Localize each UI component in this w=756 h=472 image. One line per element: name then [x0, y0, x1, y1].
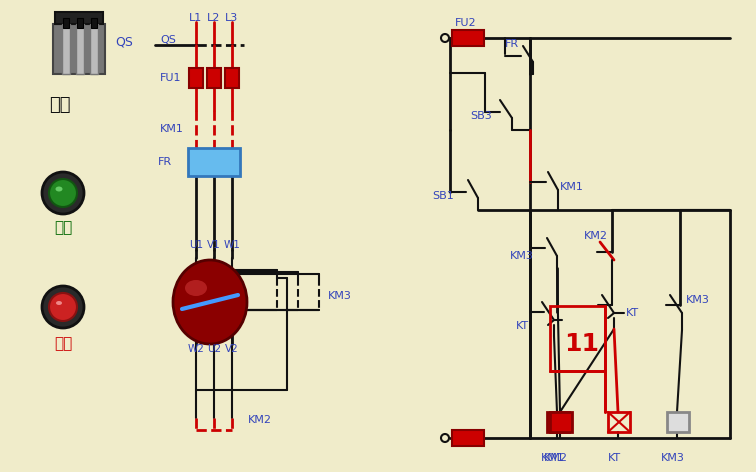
Bar — [76, 24, 84, 74]
Ellipse shape — [55, 186, 63, 192]
Text: FR: FR — [158, 157, 172, 167]
Bar — [608, 412, 630, 432]
Bar — [550, 306, 605, 371]
Text: KT: KT — [516, 321, 529, 331]
Text: 11: 11 — [565, 332, 600, 356]
Text: FU1: FU1 — [160, 73, 181, 83]
Ellipse shape — [185, 280, 207, 296]
Circle shape — [49, 179, 77, 207]
Text: KM3: KM3 — [686, 295, 710, 305]
Bar — [53, 24, 105, 74]
Bar — [667, 412, 689, 432]
Text: L2: L2 — [207, 13, 221, 23]
Text: KT: KT — [626, 308, 639, 318]
Text: V2: V2 — [225, 344, 239, 354]
Circle shape — [42, 172, 84, 214]
Text: KM3: KM3 — [510, 251, 534, 261]
Ellipse shape — [56, 301, 62, 305]
Bar — [547, 412, 569, 432]
Circle shape — [49, 293, 77, 321]
Ellipse shape — [173, 260, 247, 344]
Bar — [77, 18, 83, 28]
Text: KM1: KM1 — [160, 124, 184, 134]
Text: KM1: KM1 — [541, 453, 565, 463]
Text: KM2: KM2 — [544, 453, 568, 463]
Text: 停止: 停止 — [54, 337, 72, 352]
Text: 启动: 启动 — [54, 220, 72, 236]
Text: KM3: KM3 — [328, 291, 352, 301]
Text: KT: KT — [607, 453, 621, 463]
Bar — [90, 24, 98, 74]
Bar — [55, 12, 103, 24]
Text: W1: W1 — [224, 240, 240, 250]
Bar — [207, 68, 221, 88]
Bar — [63, 18, 69, 28]
Bar — [225, 68, 239, 88]
Text: U2: U2 — [207, 344, 221, 354]
Text: L3: L3 — [225, 13, 239, 23]
Text: FU2: FU2 — [455, 18, 476, 28]
Text: KM1: KM1 — [560, 182, 584, 192]
Text: V1: V1 — [207, 240, 221, 250]
Bar — [550, 412, 572, 432]
Text: KM3: KM3 — [661, 453, 685, 463]
Text: U1: U1 — [189, 240, 203, 250]
Text: SB1: SB1 — [432, 191, 454, 201]
Text: SB3: SB3 — [470, 111, 491, 121]
Text: KM2: KM2 — [584, 231, 608, 241]
Bar — [189, 68, 203, 88]
Bar — [452, 30, 484, 46]
Bar — [91, 18, 97, 28]
Text: KM2: KM2 — [248, 415, 272, 425]
Text: 电源: 电源 — [49, 96, 71, 114]
Text: QS: QS — [115, 35, 133, 49]
Text: W2: W2 — [187, 344, 204, 354]
Bar — [188, 148, 240, 176]
Text: FR: FR — [505, 39, 519, 49]
Bar — [62, 24, 70, 74]
Text: QS: QS — [160, 35, 176, 45]
Bar — [452, 430, 484, 446]
Circle shape — [42, 286, 84, 328]
Text: L1: L1 — [189, 13, 203, 23]
